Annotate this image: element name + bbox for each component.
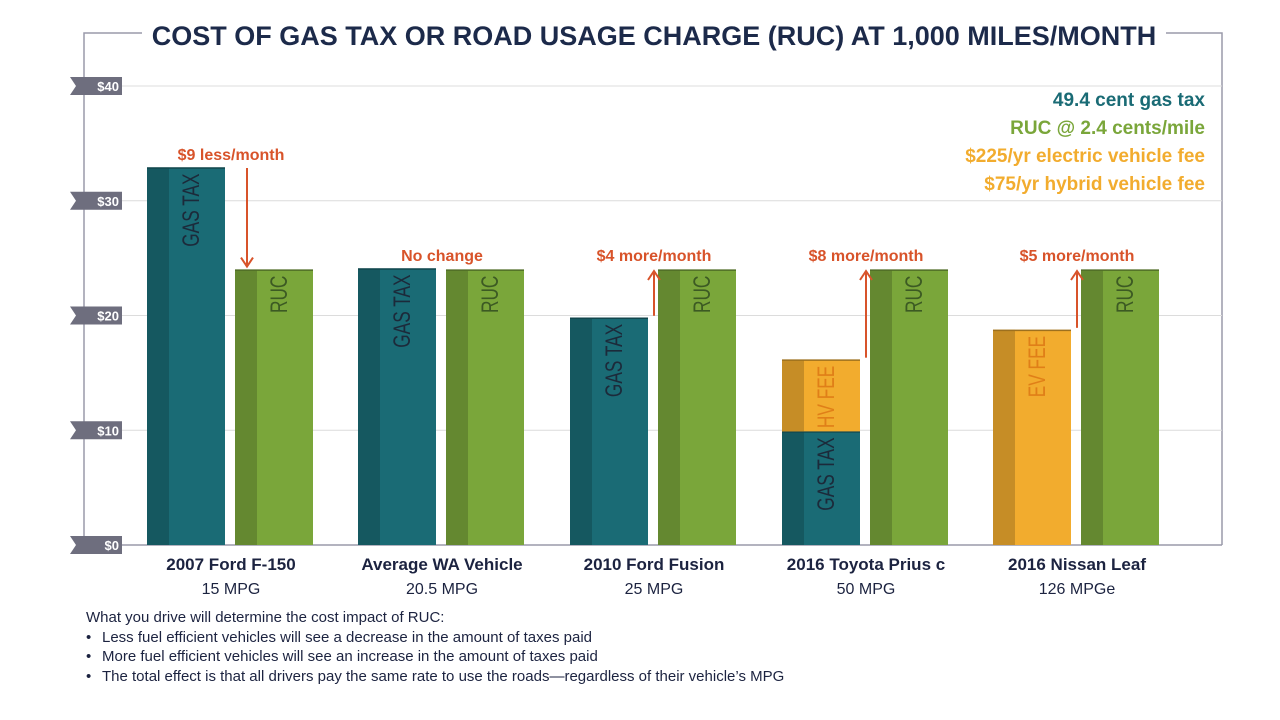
- bars: GAS TAX RUC GAS TAX RUC GAS TAX RUC GAS TAX HV …: [147, 167, 1159, 545]
- bar-label: GAS TAX: [813, 437, 839, 510]
- y-tick-label: $40: [97, 79, 119, 94]
- legend-entry: RUC @ 2.4 cents/mile: [1010, 118, 1205, 139]
- chart-title: COST OF GAS TAX OR ROAD USAGE CHARGE (RU…: [152, 21, 1157, 51]
- bar-shade: [235, 269, 257, 545]
- notes-bullet-text: More fuel efficient vehicles will see an…: [102, 648, 598, 665]
- legend-entry: $75/yr hybrid vehicle fee: [984, 174, 1205, 195]
- annotation-label: $9 less/month: [178, 147, 285, 164]
- notes-bullet-text: The total effect is that all drivers pay…: [102, 667, 785, 685]
- notes-bullet: • Less fuel efficient vehicles will see a…: [86, 628, 1186, 648]
- bar-shade: [782, 431, 804, 545]
- bar-shade: [147, 167, 169, 545]
- bar-gas-tax: GAS TAX: [570, 317, 648, 545]
- bar-ruc: RUC: [446, 269, 524, 545]
- bar-label: RUC: [1112, 276, 1138, 313]
- bar-gas-tax: GAS TAX: [147, 167, 225, 545]
- y-tick-tab: [70, 536, 122, 554]
- bullet-glyph: •: [86, 667, 92, 685]
- bar-hv-fee: HV FEE: [782, 359, 860, 432]
- y-tick-label: $10: [97, 423, 119, 438]
- bar-gas-tax: GAS TAX: [782, 431, 860, 545]
- bullet-glyph: •: [86, 628, 92, 646]
- category-label: 2016 Toyota Prius c: [787, 555, 945, 574]
- bar-shade: [570, 317, 592, 545]
- category-mpg: 20.5 MPG: [406, 581, 478, 598]
- y-tick-tab: [70, 77, 122, 95]
- category-label: 2010 Ford Fusion: [584, 555, 725, 574]
- bar-shade: [782, 359, 804, 432]
- bar-ruc: RUC: [870, 269, 948, 545]
- bar-label: HV FEE: [813, 366, 839, 428]
- bar-shade: [1081, 269, 1103, 545]
- bar-ev-fee: EV FEE: [993, 329, 1071, 545]
- arrowhead: [859, 269, 873, 281]
- notes-bullet: • The total effect is that all drivers pa…: [86, 667, 1186, 687]
- bar-shade: [870, 269, 892, 545]
- bar-label: EV FEE: [1024, 336, 1050, 397]
- annotation-label: No change: [401, 248, 483, 265]
- bar-shade: [358, 268, 380, 545]
- bar-label: GAS TAX: [601, 324, 627, 397]
- y-tick-tab: [70, 421, 122, 440]
- x-axis-categories: 2007 Ford F-150 15 MPG Average WA Vehicle 2…: [166, 555, 1146, 598]
- category-label: 2016 Nissan Leaf: [1008, 555, 1146, 574]
- legend-entry: $225/yr electric vehicle fee: [965, 146, 1205, 167]
- category-mpg: 15 MPG: [202, 581, 261, 598]
- category-mpg: 126 MPGe: [1039, 581, 1116, 598]
- frame-left: [83, 32, 142, 545]
- y-tick-label: $30: [97, 194, 119, 209]
- bar-label: RUC: [477, 276, 503, 313]
- bar-ruc: RUC: [235, 269, 313, 545]
- annotation-label: $5 more/month: [1020, 248, 1135, 265]
- bar-ruc: RUC: [1081, 269, 1159, 545]
- bar-shade: [993, 329, 1015, 545]
- category-label: 2007 Ford F-150: [166, 555, 295, 574]
- arrowhead: [240, 257, 254, 269]
- bar-ruc: RUC: [658, 269, 736, 545]
- y-tick-label: $20: [97, 309, 119, 324]
- notes-heading: What you drive will determine the cost i…: [86, 609, 445, 626]
- notes: What you drive will determine the cost i…: [86, 608, 1186, 686]
- bar-gas-tax: GAS TAX: [358, 268, 436, 545]
- y-axis: $0 $10 $20 $30 $40: [70, 77, 122, 554]
- bar-label: RUC: [901, 276, 927, 313]
- notes-bullet: • More fuel efficient vehicles will see a…: [86, 647, 1186, 667]
- category-label: Average WA Vehicle: [361, 555, 522, 574]
- category-mpg: 50 MPG: [837, 581, 896, 598]
- bar-shade: [658, 269, 680, 545]
- y-tick-tab: [70, 191, 122, 210]
- bar-label: GAS TAX: [178, 173, 204, 246]
- bar-label: RUC: [689, 276, 715, 313]
- annotation-label: $8 more/month: [809, 248, 924, 265]
- bar-label: GAS TAX: [389, 274, 415, 347]
- y-tick-label: $0: [105, 538, 119, 553]
- legend: 49.4 cent gas tax RUC @ 2.4 cents/mile $22…: [965, 90, 1205, 195]
- notes-bullet-text: Less fuel efficient vehicles will see a …: [102, 628, 593, 646]
- annotation-label: $4 more/month: [597, 248, 712, 265]
- arrowhead: [1070, 269, 1084, 281]
- arrowhead: [647, 269, 661, 281]
- frame-right: [1166, 32, 1223, 545]
- bullet-glyph: •: [86, 648, 92, 665]
- y-tick-tab: [70, 306, 122, 325]
- bar-label: RUC: [266, 276, 292, 313]
- annotations: $9 less/month No change $4 more/month $8 mo…: [178, 147, 1135, 358]
- category-mpg: 25 MPG: [625, 581, 684, 598]
- legend-entry: 49.4 cent gas tax: [1053, 90, 1206, 111]
- bar-shade: [446, 269, 468, 545]
